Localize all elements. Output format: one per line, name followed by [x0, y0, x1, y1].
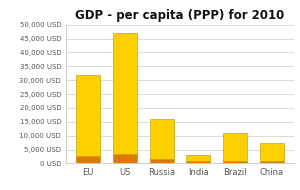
- Title: GDP - per capita (PPP) for 2010: GDP - per capita (PPP) for 2010: [75, 9, 285, 22]
- Bar: [223, 133, 247, 161]
- Bar: [150, 159, 174, 163]
- Bar: [186, 161, 210, 163]
- Bar: [260, 142, 284, 162]
- Bar: [186, 155, 210, 161]
- Bar: [76, 75, 100, 157]
- Bar: [113, 154, 137, 163]
- Bar: [260, 162, 284, 163]
- Bar: [223, 161, 247, 163]
- Bar: [113, 33, 137, 154]
- Bar: [76, 157, 100, 163]
- Bar: [150, 119, 174, 159]
